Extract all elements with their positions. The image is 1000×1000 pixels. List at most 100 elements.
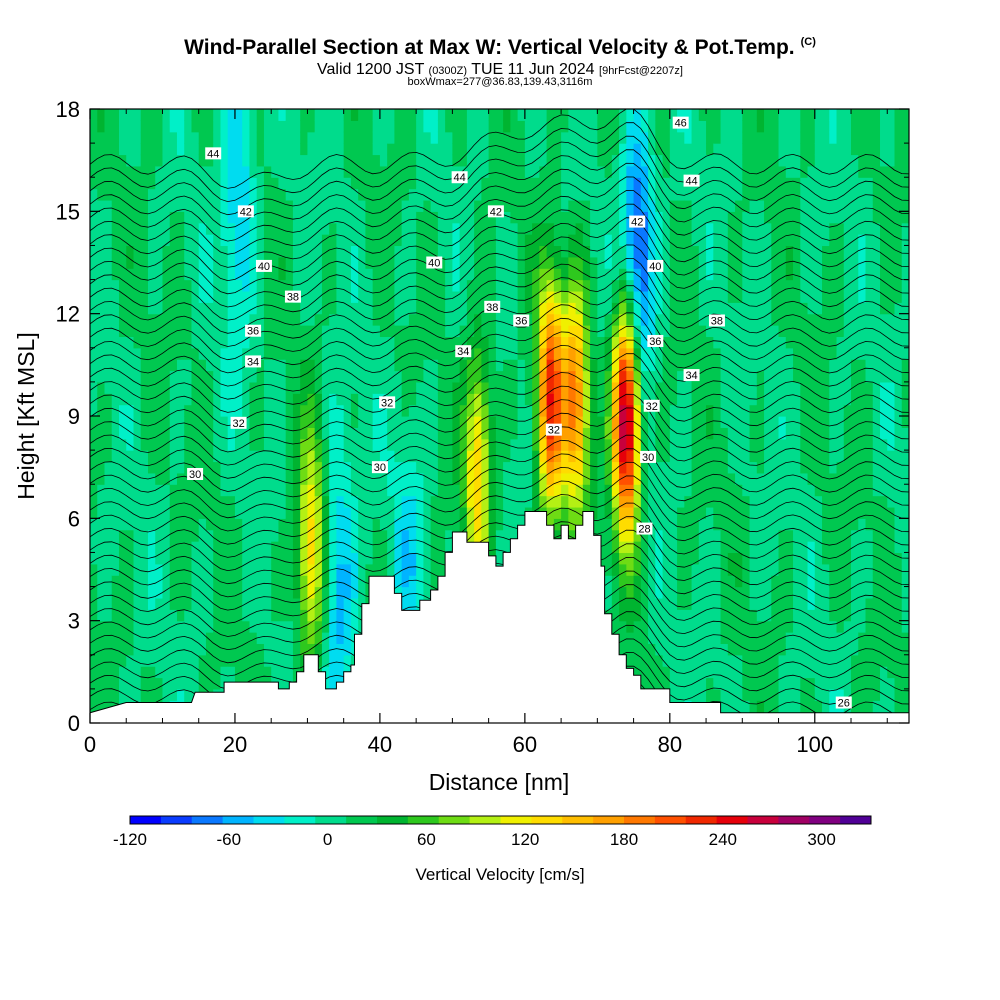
velocity-cell	[517, 290, 526, 303]
velocity-cell	[604, 234, 613, 247]
velocity-cell	[307, 256, 316, 269]
velocity-cell	[408, 245, 417, 258]
velocity-cell	[408, 302, 417, 315]
velocity-cell	[155, 188, 164, 201]
velocity-cell	[510, 177, 519, 190]
chart-subtitle: Valid 1200 JST (0300Z) TUE 11 Jun 2024 […	[0, 61, 1000, 79]
velocity-cell	[619, 177, 627, 190]
velocity-cell	[321, 143, 330, 156]
velocity-cell	[698, 518, 707, 531]
velocity-cell	[488, 120, 497, 133]
velocity-cell	[662, 506, 671, 519]
velocity-cell	[263, 461, 272, 474]
velocity-cell	[706, 450, 714, 463]
velocity-cell	[263, 552, 272, 565]
velocity-cell	[242, 484, 251, 497]
velocity-cell	[619, 506, 627, 519]
velocity-cell	[300, 347, 309, 360]
velocity-cell	[604, 302, 613, 315]
velocity-cell	[539, 279, 548, 292]
velocity-cell	[176, 211, 185, 224]
velocity-cell	[220, 666, 229, 679]
velocity-cell	[365, 109, 374, 121]
velocity-cell	[416, 472, 424, 485]
velocity-cell	[379, 336, 388, 349]
velocity-cell	[510, 211, 519, 224]
velocity-cell	[416, 393, 424, 406]
velocity-cell	[633, 632, 642, 645]
velocity-cell	[517, 393, 526, 406]
velocity-cell	[307, 461, 316, 474]
velocity-cell	[677, 632, 685, 645]
velocity-cell	[655, 518, 664, 531]
velocity-cell	[677, 370, 685, 383]
velocity-cell	[474, 347, 482, 360]
velocity-cell	[213, 518, 222, 531]
velocity-cell	[611, 518, 620, 531]
velocity-cell	[285, 518, 294, 531]
velocity-cell	[488, 438, 497, 451]
velocity-cell	[379, 131, 388, 144]
velocity-cell	[408, 222, 417, 235]
velocity-cell	[749, 575, 758, 588]
velocity-cell	[263, 643, 272, 656]
velocity-cell	[691, 165, 700, 178]
velocity-cell	[104, 199, 113, 212]
velocity-cell	[394, 427, 403, 440]
velocity-cell	[655, 393, 664, 406]
velocity-cell	[532, 177, 540, 190]
velocity-cell	[379, 450, 388, 463]
velocity-cell	[126, 461, 135, 474]
velocity-cell	[452, 109, 461, 121]
velocity-cell	[372, 359, 381, 372]
velocity-cell	[597, 336, 606, 349]
velocity-cell	[147, 654, 156, 667]
velocity-cell	[749, 347, 758, 360]
velocity-cell	[155, 404, 164, 417]
velocity-cell	[278, 199, 287, 212]
velocity-cell	[568, 302, 577, 315]
velocity-cell	[575, 393, 584, 406]
velocity-cell	[147, 688, 156, 701]
velocity-cell	[155, 211, 164, 224]
velocity-cell	[423, 313, 432, 326]
velocity-cell	[329, 222, 338, 235]
velocity-cell	[133, 529, 142, 542]
velocity-cell	[169, 154, 178, 167]
velocity-cell	[648, 427, 656, 440]
velocity-cell	[169, 677, 178, 690]
velocity-cell	[372, 131, 381, 144]
velocity-cell	[727, 211, 736, 224]
velocity-cell	[242, 620, 251, 633]
velocity-cell	[481, 222, 490, 235]
velocity-cell	[307, 632, 316, 645]
velocity-cell	[379, 279, 388, 292]
velocity-cell	[742, 495, 751, 508]
velocity-cell	[97, 461, 106, 474]
velocity-cell	[307, 245, 316, 258]
velocity-cell	[249, 279, 258, 292]
velocity-cell	[118, 450, 127, 463]
velocity-cell	[626, 131, 635, 144]
velocity-cell	[713, 484, 722, 497]
velocity-cell	[314, 313, 323, 326]
velocity-cell	[336, 404, 345, 417]
velocity-cell	[575, 211, 584, 224]
velocity-cell	[416, 165, 424, 178]
velocity-cell	[611, 165, 620, 178]
velocity-cell	[104, 632, 113, 645]
velocity-cell	[619, 370, 627, 383]
velocity-cell	[633, 359, 642, 372]
velocity-cell	[503, 427, 511, 440]
velocity-cell	[90, 256, 98, 269]
velocity-cell	[611, 484, 620, 497]
velocity-cell	[561, 450, 569, 463]
velocity-cell	[662, 268, 671, 281]
velocity-cell	[387, 211, 396, 224]
velocity-cell	[205, 290, 214, 303]
velocity-cell	[640, 279, 649, 292]
velocity-cell	[423, 188, 432, 201]
velocity-cell	[510, 370, 519, 383]
velocity-cell	[118, 381, 127, 394]
velocity-cell	[111, 131, 120, 144]
